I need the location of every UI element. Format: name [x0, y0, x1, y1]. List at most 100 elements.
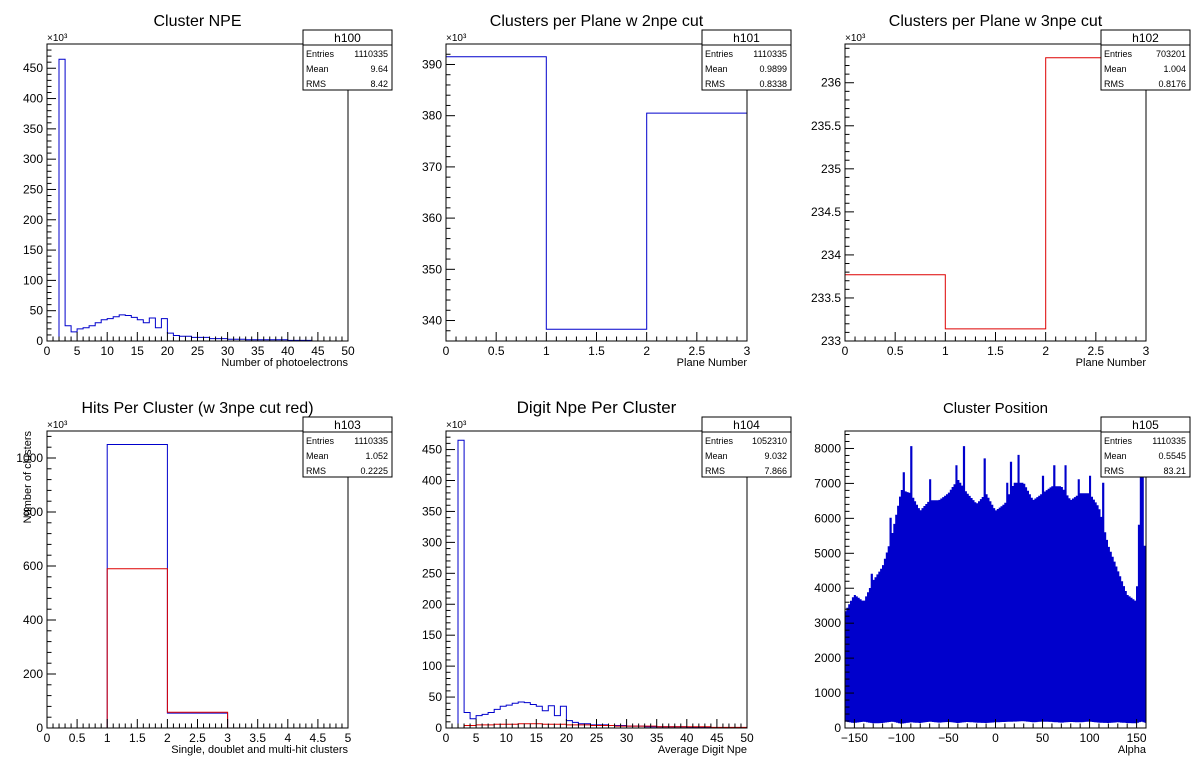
x-tick-label: 1.5	[588, 344, 605, 358]
y-tick-label: 234.5	[811, 205, 841, 219]
y-axis-exponent: ×10³	[446, 420, 467, 431]
x-tick-label: 15	[131, 344, 145, 358]
y-tick-label: 200	[23, 667, 43, 681]
y-tick-label: 7000	[814, 476, 841, 490]
y-tick-label: 350	[23, 122, 43, 136]
x-tick-label: 5	[74, 344, 81, 358]
stats-key: RMS	[705, 79, 725, 89]
stats-value: 703201	[1156, 49, 1186, 59]
x-tick-label: 25	[191, 344, 205, 358]
x-tick-label: 2	[643, 344, 650, 358]
histogram-series-0	[47, 444, 348, 728]
stats-box-name: h103	[334, 418, 361, 432]
stats-key: RMS	[1104, 466, 1124, 476]
y-tick-label: 6000	[814, 511, 841, 525]
x-tick-label: 15	[530, 731, 544, 745]
stats-box-frame	[302, 416, 393, 478]
x-tick-label: 1	[104, 731, 111, 745]
series-group	[47, 444, 348, 728]
y-tick-label: 8000	[814, 441, 841, 455]
x-tick-label: 40	[281, 344, 295, 358]
x-tick-label: 45	[311, 344, 325, 358]
stats-key: Entries	[1104, 49, 1133, 59]
histogram-series-0	[446, 56, 747, 330]
x-tick-label: 50	[1036, 731, 1050, 745]
x-axis-label: Alpha	[1118, 744, 1147, 756]
stats-value: 1.004	[1163, 64, 1186, 74]
chart-title: Clusters per Plane w 3npe cut	[889, 13, 1103, 30]
y-tick-label: 233.5	[811, 291, 841, 305]
x-axis-label: Number of photoelectrons	[221, 357, 348, 369]
stats-value: 0.5545	[1158, 451, 1186, 461]
stats-box-name: h101	[733, 31, 760, 45]
stats-box-name: h104	[733, 418, 760, 432]
x-tick-label: 30	[620, 731, 634, 745]
stats-value: 7.866	[764, 466, 787, 476]
chart-title: Clusters per Plane w 2npe cut	[490, 13, 704, 30]
x-tick-label: 45	[710, 731, 724, 745]
stats-key: Entries	[306, 436, 335, 446]
stats-box: h100 Entries 1110335 Mean 9.64 RMS 8.42	[302, 29, 393, 91]
y-tick-label: 100	[422, 659, 442, 673]
y-tick-label: 1000	[814, 686, 841, 700]
x-tick-label: 10	[101, 344, 115, 358]
stats-key: Entries	[306, 49, 335, 59]
x-tick-label: 2.5	[189, 731, 206, 745]
stats-key: Mean	[1104, 451, 1127, 461]
stats-value: 0.8176	[1158, 79, 1186, 89]
stats-value: 1052310	[752, 436, 787, 446]
stats-box-frame	[701, 29, 792, 91]
y-tick-label: 380	[422, 109, 442, 123]
y-tick-label: 235.5	[811, 119, 841, 133]
y-tick-label: 360	[422, 211, 442, 225]
y-tick-label: 3000	[814, 616, 841, 630]
stats-box: h103 Entries 1110335 Mean 1.052 RMS 0.2225	[302, 416, 393, 478]
stats-key: RMS	[306, 79, 326, 89]
y-tick-label: 250	[422, 566, 442, 580]
series-group	[446, 439, 747, 728]
x-tick-label: 5	[345, 731, 352, 745]
x-tick-label: 1	[942, 344, 949, 358]
x-tick-label: −100	[888, 731, 915, 745]
x-tick-label: 25	[590, 731, 604, 745]
stats-key: RMS	[705, 466, 725, 476]
x-tick-label: 40	[680, 731, 694, 745]
y-tick-label: 350	[422, 262, 442, 276]
stats-key: Mean	[705, 64, 728, 74]
y-tick-label: 250	[23, 182, 43, 196]
x-tick-label: 10	[500, 731, 514, 745]
chart-title: Hits Per Cluster (w 3npe cut red)	[81, 400, 313, 417]
x-tick-label: 3	[1143, 344, 1150, 358]
stats-box-frame	[701, 416, 792, 478]
histogram-pad-h105: Cluster Position −150 −100 −50 0 50 100 150 0 100…	[814, 400, 1191, 756]
stats-box: h102 Entries 703201 Mean 1.004 RMS 0.8176	[1100, 29, 1191, 91]
y-tick-label: 0	[435, 721, 442, 735]
histogram-pad-h102: Clusters per Plane w 3npe cut ×10³ 0 0.5 1 1.…	[811, 13, 1191, 369]
x-tick-label: 100	[1080, 731, 1100, 745]
chart-title: Digit Npe Per Cluster	[517, 398, 677, 417]
x-axis-label: Average Digit Npe	[658, 744, 747, 756]
series-group	[845, 446, 1146, 724]
stats-value: 9.64	[370, 64, 388, 74]
y-tick-label: 5000	[814, 546, 841, 560]
histogram-pad-h101: Clusters per Plane w 2npe cut ×10³ 0 0.5 1 1.…	[422, 13, 792, 369]
stats-box-frame	[302, 29, 393, 91]
x-tick-label: 0	[44, 344, 51, 358]
y-axis-exponent: ×10³	[47, 420, 68, 431]
stats-value: 1.052	[365, 451, 388, 461]
x-tick-label: −150	[841, 731, 868, 745]
stats-value: 1110335	[354, 436, 388, 446]
stats-value: 0.9899	[759, 64, 787, 74]
x-tick-label: 0	[44, 731, 51, 745]
x-tick-label: 0	[992, 731, 999, 745]
x-tick-label: 1.5	[129, 731, 146, 745]
histogram-pad-h104: Digit Npe Per Cluster ×10³ 0 5 10 15 20 25 30 35 4…	[422, 398, 792, 756]
chart-title: Cluster NPE	[153, 13, 241, 30]
x-axis-label: Plane Number	[1076, 357, 1147, 369]
stats-box: h105 Entries 1110335 Mean 0.5545 RMS 83.21	[1100, 416, 1191, 478]
stats-box-frame	[1100, 29, 1191, 91]
y-tick-label: 236	[821, 76, 841, 90]
y-tick-label: 0	[834, 721, 841, 735]
x-tick-label: 2.5	[688, 344, 705, 358]
